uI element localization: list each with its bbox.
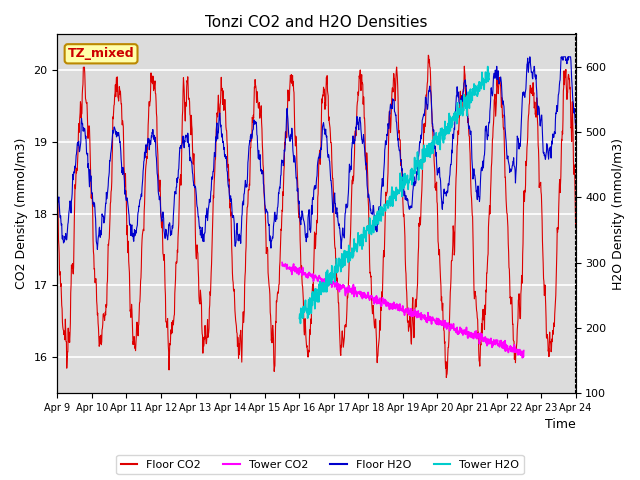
Line: Tower H2O: Tower H2O — [300, 67, 489, 324]
Text: TZ_mixed: TZ_mixed — [68, 48, 134, 60]
Line: Floor CO2: Floor CO2 — [58, 55, 575, 378]
Tower CO2 — [397, 306, 404, 312]
Floor CO2 — [424, 52, 432, 58]
Floor CO2 — [465, 133, 473, 139]
Line: Floor H2O: Floor H2O — [58, 57, 575, 250]
Floor H2O — [54, 207, 61, 213]
Floor H2O — [93, 247, 101, 252]
Floor CO2 — [169, 321, 177, 327]
Y-axis label: CO2 Density (mmol/m3): CO2 Density (mmol/m3) — [15, 138, 28, 289]
Floor H2O — [157, 203, 164, 208]
Tower H2O — [397, 185, 404, 191]
Floor H2O — [526, 54, 534, 60]
Floor CO2 — [227, 213, 234, 219]
Title: Tonzi CO2 and H2O Densities: Tonzi CO2 and H2O Densities — [205, 15, 428, 30]
Floor CO2 — [54, 200, 61, 205]
Y-axis label: H2O Density (mmol/m3): H2O Density (mmol/m3) — [612, 138, 625, 289]
Floor CO2 — [442, 375, 450, 381]
Tower CO2 — [465, 332, 472, 337]
X-axis label: Time: Time — [545, 419, 575, 432]
Floor CO2 — [397, 155, 404, 161]
Floor H2O — [465, 126, 472, 132]
Floor CO2 — [511, 350, 518, 356]
Floor CO2 — [156, 177, 164, 183]
Legend: Floor CO2, Tower CO2, Floor H2O, Tower H2O: Floor CO2, Tower CO2, Floor H2O, Tower H… — [116, 455, 524, 474]
Floor H2O — [572, 122, 579, 128]
Floor H2O — [511, 164, 518, 169]
Floor H2O — [169, 223, 177, 228]
Tower H2O — [465, 89, 472, 95]
Line: Tower CO2: Tower CO2 — [282, 263, 524, 358]
Floor H2O — [227, 199, 235, 205]
Floor CO2 — [572, 222, 579, 228]
Tower CO2 — [510, 347, 518, 353]
Floor H2O — [397, 157, 404, 163]
